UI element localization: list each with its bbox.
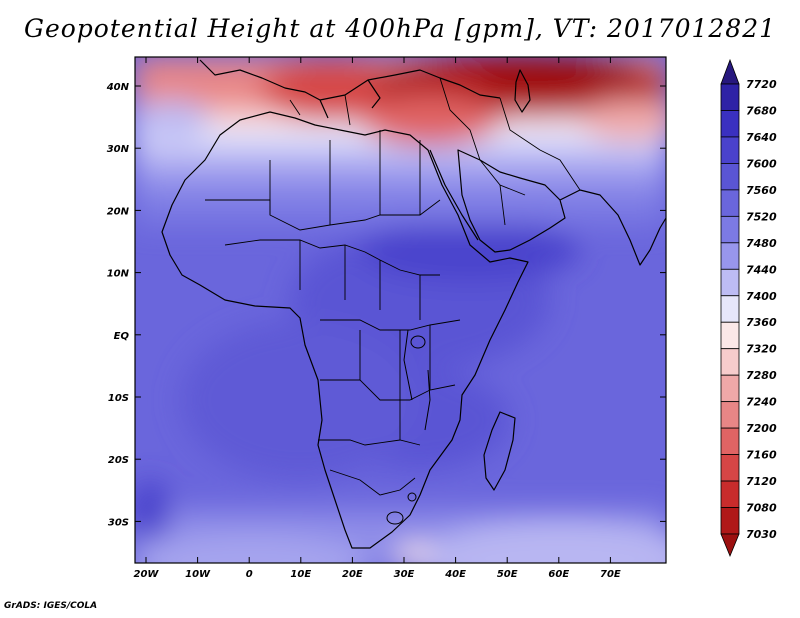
latitude-axis: 40N 30N 20N 10N EQ 10S 20S 30S — [106, 82, 666, 528]
lat-label: 30N — [107, 144, 130, 155]
madagascar-coastline — [483, 411, 516, 491]
plot-frame — [134, 56, 667, 564]
colorbar-bin — [720, 454, 740, 482]
lon-label: 30E — [394, 569, 415, 580]
colorbar-bin — [720, 83, 740, 111]
caspian-sea — [514, 69, 531, 113]
colorbar-bin — [720, 268, 740, 297]
colorbar-label: 7160 — [746, 449, 777, 462]
map-title: Geopotential Height at 400hPa [gpm], VT:… — [23, 14, 777, 43]
colorbar-top-arrow — [720, 58, 740, 85]
lat-label: 10N — [107, 269, 130, 280]
colorbar-bin — [720, 507, 740, 535]
colorbar-label: 7680 — [746, 104, 777, 117]
grads-credit: GrADS: IGES/COLA — [4, 601, 98, 611]
asia-coastline — [559, 189, 666, 266]
country-borders — [205, 77, 581, 496]
colorbar-label: 7480 — [746, 237, 777, 250]
colorbar-bin — [720, 110, 740, 138]
lat-label: 10S — [108, 393, 129, 404]
lat-label: 40N — [106, 82, 130, 93]
colorbar-bin — [720, 401, 740, 429]
colorbar-label: 7120 — [746, 475, 777, 488]
colorbar-bin — [720, 348, 740, 376]
arabia-coastline — [457, 149, 566, 253]
colorbar-label: 7030 — [746, 528, 777, 541]
colorbar-label: 7200 — [746, 422, 777, 435]
colorbar-label: 7440 — [746, 263, 777, 276]
colorbar-label: 7080 — [746, 502, 777, 515]
colorbar-label: 7520 — [746, 210, 777, 223]
colorbar-bin — [720, 136, 740, 164]
lon-label: 40E — [444, 569, 466, 580]
colorbar-bin — [720, 321, 740, 350]
colorbar-bin — [720, 480, 740, 508]
colorbar-bin — [720, 374, 740, 403]
lat-label: 20N — [107, 206, 130, 217]
colorbar-bin — [720, 242, 740, 270]
colorbar-bin — [720, 215, 740, 244]
lat-label: EQ — [114, 331, 130, 342]
africa-coastline — [161, 111, 529, 549]
lon-label: 10W — [185, 569, 211, 580]
lon-label: 50E — [497, 569, 518, 580]
colorbar-label: 7400 — [746, 290, 777, 303]
lat-label: 30S — [108, 517, 129, 528]
lon-label: 20E — [342, 569, 363, 580]
lakes — [386, 329, 431, 525]
colorbar-bin — [720, 189, 740, 217]
colorbar-bottom-arrow — [720, 533, 740, 558]
colorbar-bin — [720, 427, 740, 455]
red-sea-outline — [429, 149, 479, 241]
lon-label: 60E — [548, 569, 569, 580]
colorbar-label: 7600 — [746, 157, 777, 170]
lat-label: 20S — [108, 455, 129, 466]
colorbar-label: 7320 — [746, 343, 777, 356]
colorbar-label: 7280 — [746, 369, 777, 382]
colorbar: 7720 7680 7640 7600 7560 7520 7480 7440 7400 7360… — [720, 58, 777, 558]
lon-label: 70E — [600, 569, 621, 580]
lon-label: 10E — [290, 569, 311, 580]
colorbar-bin — [720, 163, 740, 191]
lon-label: 0 — [246, 569, 253, 580]
lon-label: 20W — [134, 569, 160, 580]
colorbar-label: 7640 — [746, 131, 777, 144]
geopotential-field — [135, 57, 666, 563]
colorbar-label: 7240 — [746, 396, 777, 409]
colorbar-label: 7360 — [746, 316, 777, 329]
longitude-axis: 20W 10W 0 10E 20E 30E 40E 50E 60E 70E — [134, 57, 621, 580]
colorbar-label: 7560 — [746, 184, 777, 197]
colorbar-label: 7720 — [746, 78, 777, 91]
colorbar-bin — [720, 295, 740, 323]
